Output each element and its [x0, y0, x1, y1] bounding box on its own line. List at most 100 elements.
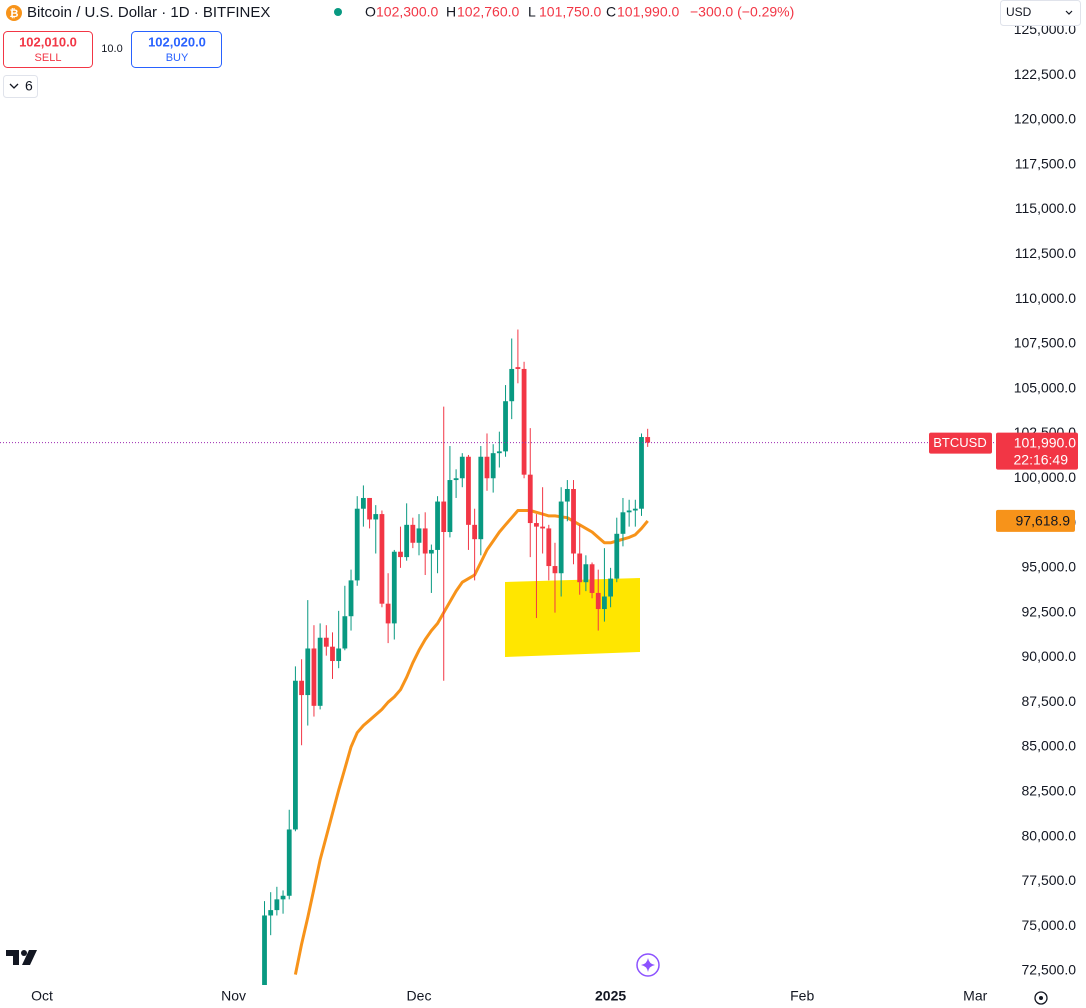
candle-body [354, 508, 360, 581]
candle-body [509, 368, 515, 402]
y-tick-label: 72,500.0 [1022, 962, 1077, 978]
y-tick-label: 115,000.0 [1015, 200, 1076, 216]
candle-body [373, 514, 379, 520]
x-tick-label: 2025 [595, 988, 626, 1004]
last-price-tag [996, 432, 1078, 470]
currency-select[interactable] [1000, 0, 1081, 26]
y-tick-label: 80,000.0 [1022, 827, 1077, 843]
y-tick-label: 95,000.0 [1022, 559, 1077, 575]
candle-body [595, 592, 601, 610]
sell-price: 102,010.0 [19, 34, 77, 49]
candle-body [441, 501, 447, 533]
change: −300.0 (−0.29%) [690, 4, 794, 20]
candle-body [453, 478, 459, 481]
y-tick-label: 107,500.0 [1014, 335, 1076, 351]
candle-body [435, 501, 440, 550]
symbol-tag [929, 432, 992, 454]
symbol-title[interactable]: Bitcoin / U.S. Dollar · 1D · BITFINEX [27, 4, 270, 21]
y-tick-label: 120,000.0 [1014, 111, 1076, 127]
y-tick-label: 90,000.0 [1022, 648, 1077, 664]
buy-label: BUY [166, 52, 189, 64]
candle-body [614, 533, 620, 579]
candle-body [589, 564, 595, 593]
currency: USD [1006, 5, 1032, 19]
y-tick-label: 92,500.0 [1022, 603, 1077, 619]
candle-body [639, 437, 644, 509]
candle-body [496, 451, 502, 454]
y-tick-label: 122,500.0 [1014, 66, 1076, 82]
buy-button[interactable] [131, 31, 222, 68]
candle-body [268, 910, 274, 916]
candle-body [410, 524, 416, 543]
ohlc: O 102,300.0 H 102,760.0 L 101,750.0 C 101,990.0… [365, 4, 794, 20]
tradingview-logo [6, 950, 37, 965]
candle-body [323, 637, 329, 647]
ohlc-value: 101,750.0 [539, 4, 601, 20]
candle-body [546, 528, 552, 567]
candle-body [527, 474, 533, 524]
settings-button[interactable] [1034, 991, 1048, 1005]
candle-body [360, 497, 366, 509]
sell-button[interactable] [3, 31, 93, 68]
y-tick-label: 105,000.0 [1014, 379, 1076, 395]
candle-body [416, 528, 422, 543]
candle-body [280, 895, 286, 900]
y-tick-label: 112,500.0 [1015, 245, 1076, 261]
candle-body [428, 549, 434, 554]
y-tick-label: 117,500.0 [1015, 155, 1076, 171]
ma-price-label: 97,618.9 [1016, 513, 1071, 529]
countdown: 22:16:49 [1014, 451, 1069, 467]
candle-body [503, 401, 508, 452]
candle-body [626, 510, 632, 513]
ohlc-key: H [446, 4, 456, 20]
y-tick-label: 100,000.0 [1014, 469, 1076, 485]
y-tick-label: 87,500.0 [1022, 693, 1077, 709]
y-tick-label: 77,500.0 [1022, 872, 1077, 888]
candle-body [558, 501, 564, 574]
candle-body [274, 899, 280, 911]
settings-dot [1039, 996, 1043, 1000]
candle-body [385, 603, 391, 624]
indicators-toggle[interactable] [3, 75, 38, 98]
sparkle [641, 958, 655, 972]
ohlc-key: O [365, 4, 376, 20]
ma-price-tag [996, 509, 1075, 532]
candle-body [478, 456, 484, 540]
symbol-tag-label: BTCUSD [933, 435, 986, 450]
y-tick-label: 110,000.0 [1015, 290, 1076, 306]
candle-body [404, 524, 410, 558]
candle-body [602, 596, 607, 610]
x-tick-label: Nov [221, 988, 246, 1004]
candle-body [620, 512, 626, 534]
y-tick-label: 82,500.0 [1022, 783, 1077, 799]
buy-price: 102,020.0 [148, 34, 206, 49]
market-status [334, 8, 342, 16]
candle-body [466, 456, 471, 525]
candle-body [336, 648, 342, 662]
candle-body [348, 580, 354, 617]
candle-body [608, 578, 613, 597]
ohlc-value: 101,990.0 [617, 4, 679, 20]
chevron [1065, 10, 1073, 15]
candle-body [379, 514, 385, 604]
x-tick-label: Dec [407, 988, 432, 1004]
x-tick-label: Mar [963, 988, 987, 1004]
candle-body [330, 646, 335, 662]
candle-body [645, 437, 651, 443]
candle-body [552, 566, 558, 574]
candle-body [305, 648, 311, 696]
y-tick-label: 75,000.0 [1022, 917, 1077, 933]
candle-body [571, 489, 576, 554]
chevron [9, 83, 19, 89]
candle-body [577, 553, 583, 583]
coin-glyph: ₿ [10, 8, 19, 20]
highlight [505, 578, 640, 657]
candle-body [484, 456, 490, 479]
candle-body [286, 829, 292, 896]
candle-body [299, 680, 304, 696]
candle-body [632, 508, 638, 511]
y-tick-label: 85,000.0 [1022, 738, 1077, 754]
candle-body [422, 528, 428, 554]
candle-body [262, 915, 267, 985]
candle-body [534, 523, 539, 527]
